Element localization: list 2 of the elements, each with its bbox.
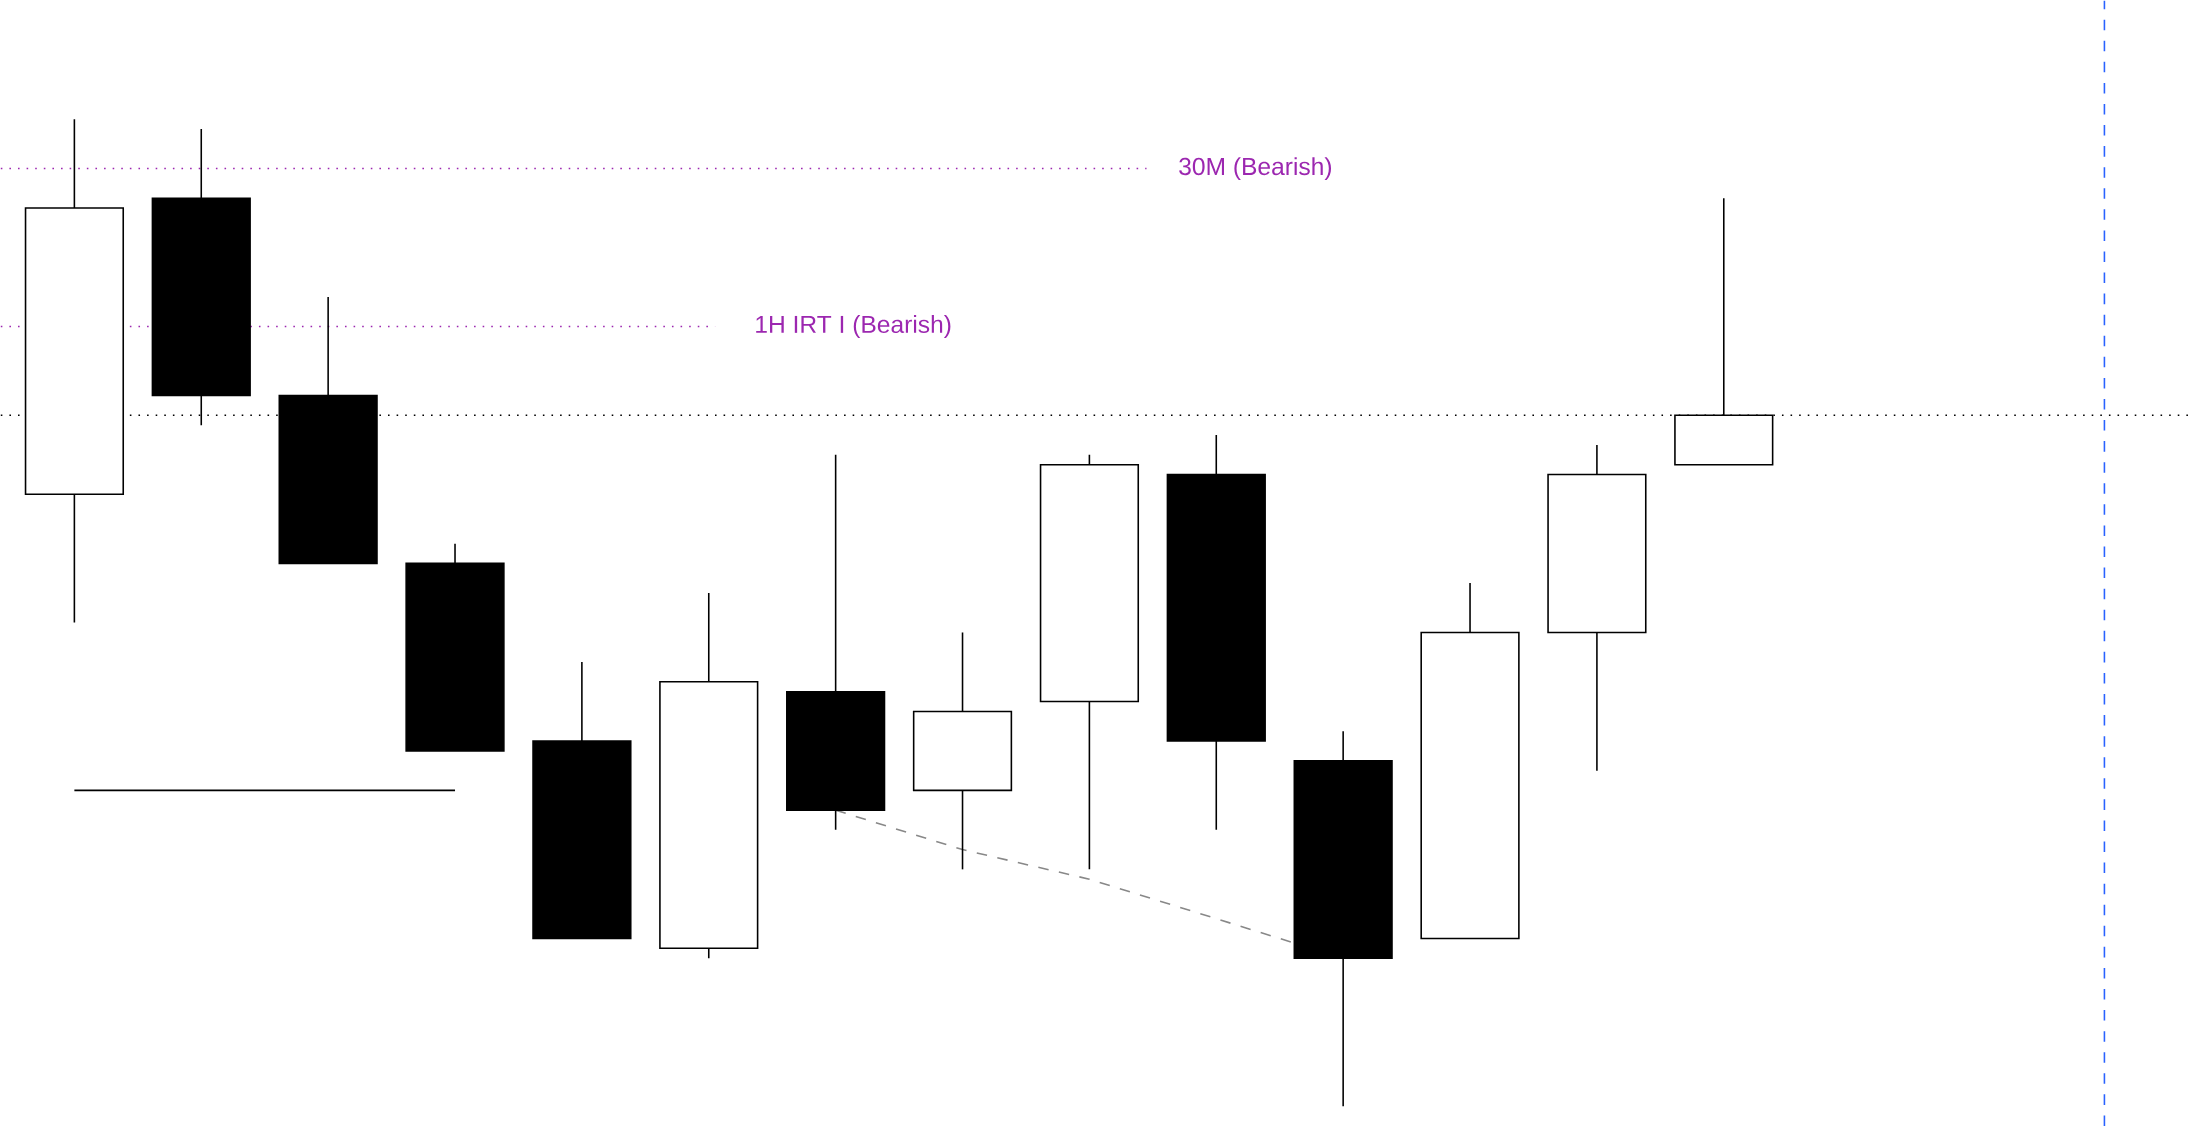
ref-line-label: 30M (Bearish): [1179, 157, 1332, 181]
ref-line-label: 1H IRT I (Bearish): [756, 315, 951, 339]
